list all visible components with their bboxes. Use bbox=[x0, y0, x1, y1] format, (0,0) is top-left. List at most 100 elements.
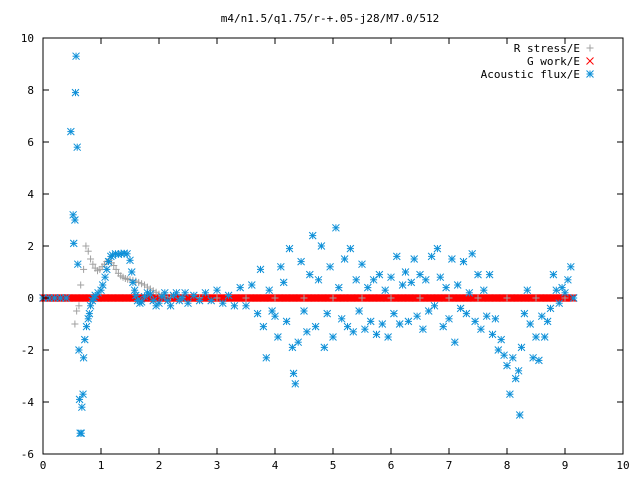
x-tick-label: 0 bbox=[40, 459, 47, 472]
data-point bbox=[129, 278, 137, 287]
y-tick-label: 2 bbox=[27, 240, 34, 253]
data-point bbox=[253, 309, 262, 318]
data-point bbox=[271, 294, 279, 302]
data-point bbox=[73, 143, 82, 152]
data-point bbox=[87, 255, 95, 263]
data-point bbox=[146, 290, 155, 298]
data-point bbox=[86, 301, 95, 310]
data-point bbox=[468, 249, 477, 258]
data-point bbox=[84, 247, 92, 255]
data-point bbox=[407, 278, 416, 287]
data-point bbox=[352, 275, 361, 284]
data-point bbox=[378, 320, 387, 328]
data-point bbox=[282, 317, 291, 326]
data-point bbox=[131, 291, 140, 300]
data-point bbox=[474, 270, 482, 279]
data-point bbox=[98, 281, 107, 289]
data-point bbox=[445, 314, 453, 323]
data-point bbox=[291, 379, 300, 388]
data-point bbox=[375, 270, 384, 279]
data-point bbox=[75, 302, 83, 310]
data-point bbox=[155, 299, 163, 308]
data-point bbox=[346, 244, 355, 253]
y-tick-labels: -6 -4 -2 0 2 4 6 8 10 bbox=[21, 32, 35, 461]
data-point bbox=[297, 257, 305, 266]
y-tick-label: 10 bbox=[21, 32, 34, 45]
data-point bbox=[497, 335, 506, 344]
data-point bbox=[465, 288, 474, 297]
data-point bbox=[97, 286, 105, 295]
data-point bbox=[71, 320, 79, 328]
data-point bbox=[311, 322, 320, 331]
legend-label: Acoustic flux/E bbox=[481, 68, 580, 81]
data-point bbox=[390, 309, 398, 318]
data-point bbox=[450, 338, 459, 347]
data-point bbox=[358, 294, 366, 302]
data-point bbox=[112, 265, 120, 273]
data-point bbox=[75, 395, 84, 404]
data-point bbox=[82, 322, 91, 331]
y-tick-label: 6 bbox=[27, 136, 34, 149]
legend-marker bbox=[586, 57, 594, 65]
data-point bbox=[471, 317, 479, 326]
data-point bbox=[448, 255, 456, 263]
data-point bbox=[143, 288, 152, 297]
data-point bbox=[236, 283, 245, 292]
data-point bbox=[224, 291, 233, 300]
data-point bbox=[213, 294, 221, 302]
data-point bbox=[479, 286, 488, 295]
data-point bbox=[117, 249, 126, 258]
series-2 bbox=[39, 52, 578, 438]
y-tick-label: -6 bbox=[21, 448, 34, 461]
data-point bbox=[84, 314, 93, 323]
data-point bbox=[503, 361, 511, 370]
data-point bbox=[358, 260, 366, 269]
data-point bbox=[265, 286, 274, 295]
data-point bbox=[337, 314, 346, 323]
data-point bbox=[532, 333, 540, 341]
data-point bbox=[543, 317, 552, 326]
legend-label: G work/E bbox=[527, 55, 580, 68]
data-point bbox=[340, 255, 349, 263]
data-point bbox=[303, 327, 311, 336]
data-point bbox=[75, 346, 83, 354]
data-point bbox=[535, 356, 543, 365]
data-point bbox=[77, 429, 86, 438]
data-point bbox=[387, 294, 395, 302]
data-point bbox=[387, 273, 395, 282]
data-point bbox=[517, 343, 526, 352]
data-point bbox=[555, 299, 564, 308]
data-point bbox=[73, 260, 82, 269]
data-point bbox=[361, 325, 369, 334]
data-point bbox=[300, 307, 308, 315]
data-point bbox=[158, 292, 166, 301]
data-point bbox=[262, 353, 271, 362]
data-point bbox=[72, 52, 80, 61]
data-point bbox=[546, 304, 555, 313]
series-1 bbox=[39, 294, 577, 302]
data-point bbox=[561, 288, 569, 297]
data-point bbox=[526, 320, 535, 328]
data-point bbox=[247, 281, 256, 289]
data-point bbox=[474, 294, 482, 302]
legend-marker bbox=[586, 70, 594, 78]
x-tick-label: 4 bbox=[272, 459, 279, 472]
data-point bbox=[288, 343, 297, 352]
data-point bbox=[332, 223, 340, 232]
data-point bbox=[410, 255, 419, 263]
y-tick-label: -2 bbox=[21, 344, 34, 357]
data-point bbox=[130, 286, 139, 295]
data-point bbox=[80, 335, 89, 344]
data-point bbox=[500, 351, 508, 360]
data-point bbox=[80, 265, 88, 273]
data-point bbox=[230, 301, 239, 310]
data-point bbox=[101, 273, 109, 282]
data-point bbox=[508, 353, 517, 362]
data-point bbox=[207, 296, 216, 305]
data-point bbox=[439, 322, 448, 331]
data-point bbox=[79, 353, 88, 362]
data-point bbox=[102, 265, 111, 274]
data-point bbox=[218, 299, 227, 308]
data-point bbox=[82, 242, 90, 250]
